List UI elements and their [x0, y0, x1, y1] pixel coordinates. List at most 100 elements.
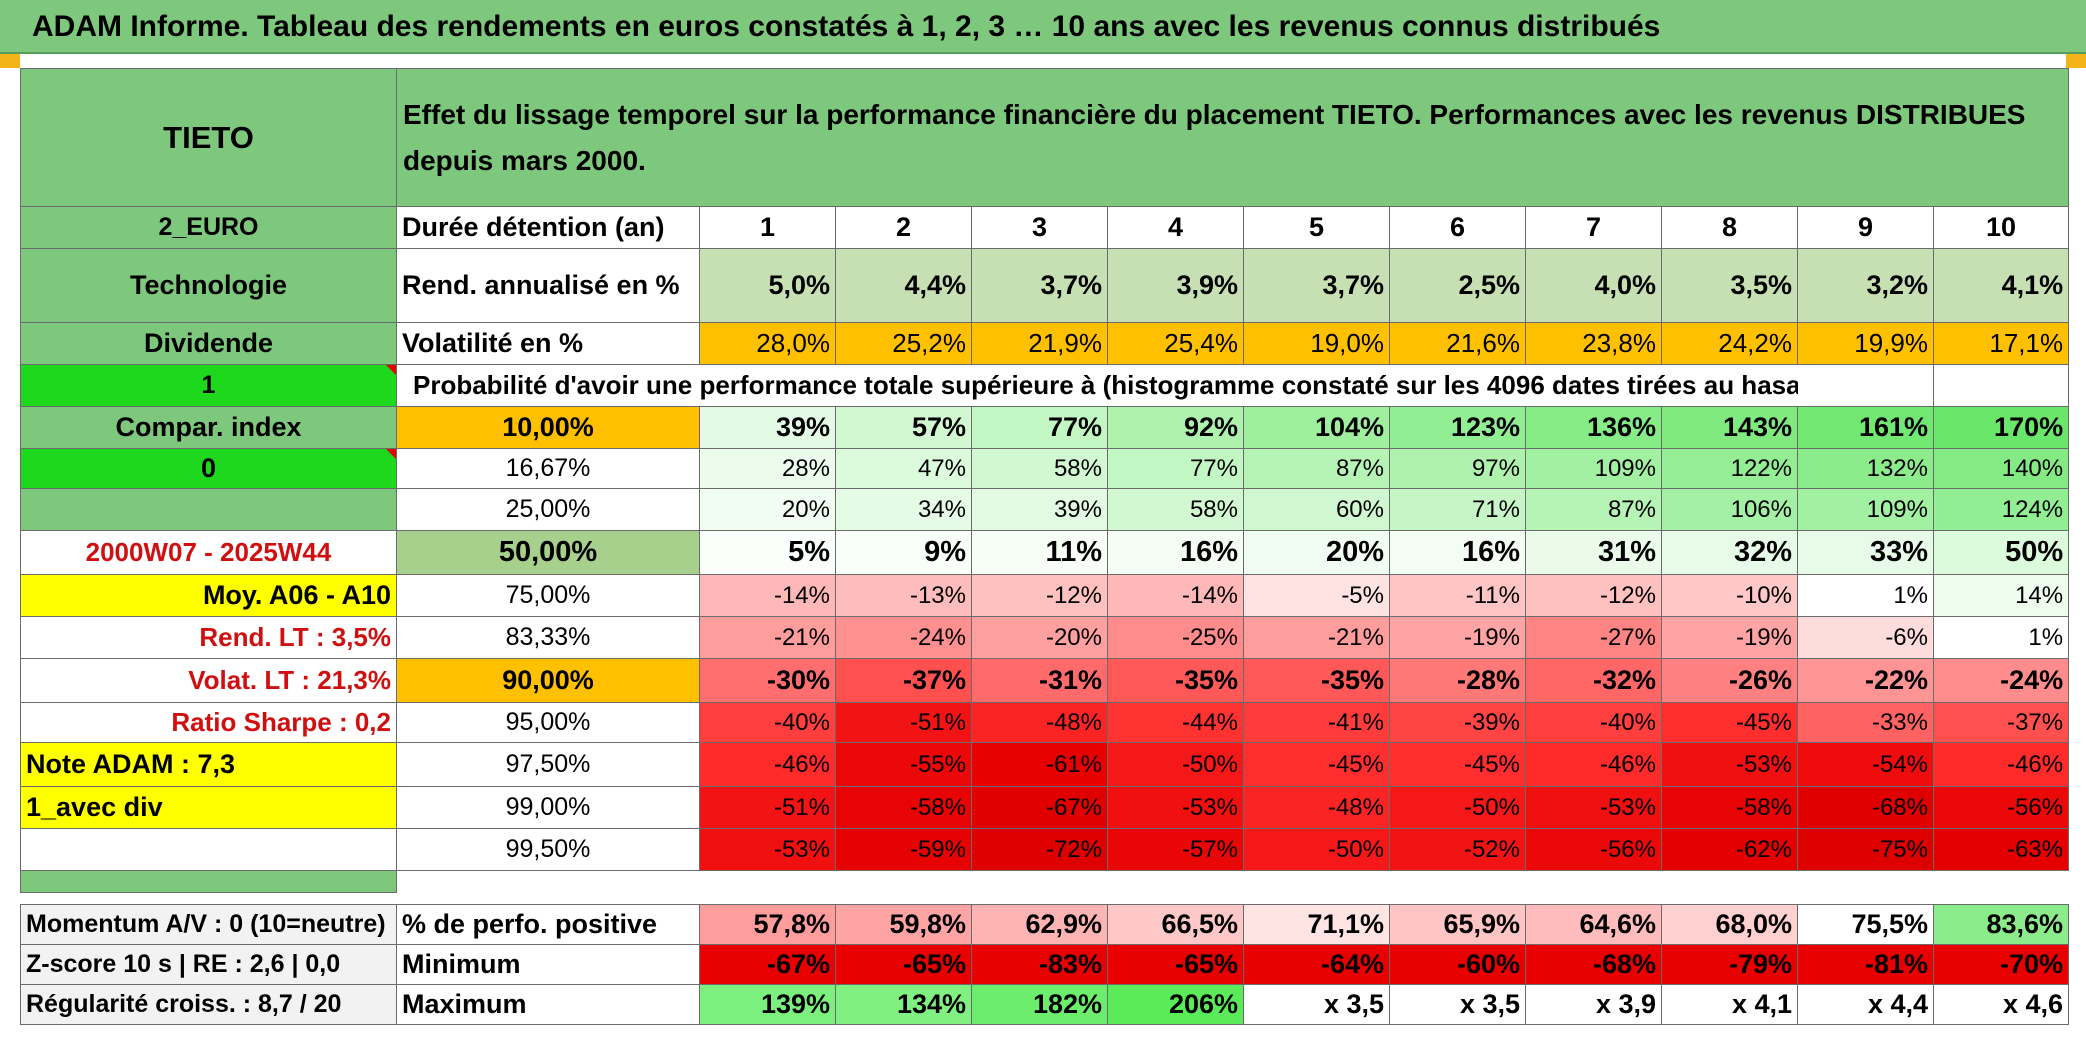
year-header: 10 — [1932, 206, 2070, 249]
rend-label: Rend. annualisé en % — [396, 248, 700, 323]
probability-value-cell: 16% — [1107, 530, 1244, 575]
probability-value-cell: -12% — [1525, 574, 1662, 617]
probability-threshold: 90,00% — [396, 658, 700, 703]
minimum-cell: -68% — [1525, 944, 1662, 985]
probability-value-cell: -53% — [1525, 786, 1662, 829]
probability-value-cell: -67% — [971, 786, 1108, 829]
volatility-cell: 19,9% — [1797, 322, 1934, 365]
maximum-cell: 182% — [971, 984, 1108, 1025]
empty-green-cell — [20, 488, 397, 531]
probability-value-cell: 60% — [1243, 488, 1390, 531]
year-header: 7 — [1525, 206, 1662, 249]
param-1-cell[interactable]: 1 — [20, 364, 397, 407]
probability-threshold: 83,33% — [396, 616, 700, 659]
duration-label: Durée détention (an) — [396, 206, 700, 249]
maximum-cell: 206% — [1107, 984, 1244, 1025]
summary-row: Momentum A/V : 0 (10=neutre)% de perfo. … — [20, 904, 2069, 945]
minimum-cell: -65% — [1107, 944, 1244, 985]
compar-index-label: Compar. index — [20, 406, 397, 449]
probability-value-cell: -53% — [1107, 786, 1244, 829]
probability-value-cell: -44% — [1107, 702, 1244, 743]
param-0-cell[interactable]: 0 — [20, 448, 397, 489]
probability-threshold: 75,00% — [396, 574, 700, 617]
probability-value-cell: 34% — [835, 488, 972, 531]
probability-value-cell: -21% — [699, 616, 836, 659]
volatility-cell: 24,2% — [1661, 322, 1798, 365]
positive-perf-cell: 66,5% — [1107, 904, 1244, 945]
probability-value-cell: -11% — [1389, 574, 1526, 617]
probability-value-cell: 136% — [1525, 406, 1662, 449]
positive-perf-cell: 62,9% — [971, 904, 1108, 945]
probability-value-cell: 132% — [1797, 448, 1934, 489]
volatility-cell: 21,6% — [1389, 322, 1526, 365]
maximum-cell: 134% — [835, 984, 972, 1025]
probability-threshold: 99,50% — [396, 828, 700, 871]
probability-value-cell: 57% — [835, 406, 972, 449]
probability-value-cell: 122% — [1661, 448, 1798, 489]
probability-value-cell: 47% — [835, 448, 972, 489]
maximum-cell: x 4,6 — [1933, 984, 2069, 1025]
year-header: 3 — [971, 206, 1108, 249]
probability-value-cell: -21% — [1243, 616, 1390, 659]
probability-value-cell: 71% — [1389, 488, 1526, 531]
summary-row: Z-score 10 s | RE : 2,6 | 0,0 Minimum -67%… — [20, 944, 2069, 985]
probability-row: Compar. index 10,00% 39% 57% 77% 92% 104% 123% 1… — [20, 406, 2070, 449]
average-label: Moy. A06 - A10 — [20, 574, 397, 617]
probability-threshold: 16,67% — [396, 448, 700, 489]
probability-value-cell: -45% — [1389, 742, 1526, 787]
probability-value-cell: -50% — [1243, 828, 1390, 871]
dividend-mode-label: 1_avec div — [20, 786, 397, 829]
annualized-return-cell: 2,5% — [1389, 248, 1526, 323]
positive-perf-cell: 59,8% — [835, 904, 972, 945]
probability-value-cell: 31% — [1525, 530, 1662, 575]
probability-value-cell: -46% — [1932, 742, 2070, 787]
probability-value-cell: -53% — [1661, 742, 1798, 787]
probability-value-cell: -39% — [1389, 702, 1526, 743]
probability-value-cell: 77% — [1107, 448, 1244, 489]
probability-value-cell: -58% — [1661, 786, 1798, 829]
probability-value-cell: 104% — [1243, 406, 1390, 449]
probability-value-cell: -54% — [1797, 742, 1934, 787]
annualized-return-cell: 4,4% — [835, 248, 972, 323]
empty-cell — [20, 828, 397, 871]
summary-table: Momentum A/V : 0 (10=neutre)% de perfo. … — [20, 904, 2069, 1025]
volatility-cell: 25,4% — [1107, 322, 1244, 365]
probability-value-cell: 50% — [1932, 530, 2070, 575]
probability-threshold: 99,00% — [396, 786, 700, 829]
probability-value-cell: -5% — [1243, 574, 1390, 617]
probability-value-cell: 16% — [1389, 530, 1526, 575]
probability-value-cell: -46% — [699, 742, 836, 787]
adam-score-label: Note ADAM : 7,3 — [20, 742, 397, 787]
annualized-return-cell: 4,1% — [1932, 248, 2070, 323]
table-header-text: Effet du lissage temporel sur la perform… — [395, 68, 2070, 207]
probability-value-cell: 5% — [699, 530, 836, 575]
annualized-return-cell: 3,5% — [1661, 248, 1798, 323]
probability-label: Probabilité d'avoir une performance tota… — [396, 364, 1798, 407]
probability-value-cell: 140% — [1932, 448, 2070, 489]
maximum-label: Maximum — [396, 984, 700, 1025]
year-header: 5 — [1243, 206, 1390, 249]
probability-value-cell: 92% — [1107, 406, 1244, 449]
maximum-cell: x 3,9 — [1525, 984, 1662, 1025]
probability-row: Rend. LT : 3,5% 83,33% -21% -24% -20% -25% -21… — [20, 616, 2070, 659]
minimum-cell: -60% — [1389, 944, 1526, 985]
year-header: 4 — [1107, 206, 1244, 249]
probability-value-cell: 97% — [1389, 448, 1526, 489]
probability-row: 0 16,67% 28% 47% 58% 77% 87% 97% 109% 122% 132% 140… — [20, 448, 2070, 489]
positive-perf-cell: 64,6% — [1525, 904, 1662, 945]
positive-perf-cell: 65,9% — [1389, 904, 1526, 945]
performance-table: TIETO Effet du lissage temporel sur la p… — [20, 68, 2070, 893]
probability-value-cell: 77% — [971, 406, 1108, 449]
probability-value-cell: 28% — [699, 448, 836, 489]
period-label: 2000W07 - 2025W44 — [20, 530, 397, 575]
minimum-cell: -81% — [1797, 944, 1934, 985]
distribution-label: Dividende — [20, 322, 397, 365]
year-header: 2 — [835, 206, 972, 249]
probability-value-cell: 109% — [1525, 448, 1662, 489]
probability-value-cell: -27% — [1525, 616, 1662, 659]
probability-value-cell: 87% — [1243, 448, 1390, 489]
probability-value-cell: -48% — [1243, 786, 1390, 829]
probability-value-cell: 1% — [1797, 574, 1934, 617]
probability-value-cell: -40% — [1525, 702, 1662, 743]
probability-value-cell: -32% — [1525, 658, 1662, 703]
